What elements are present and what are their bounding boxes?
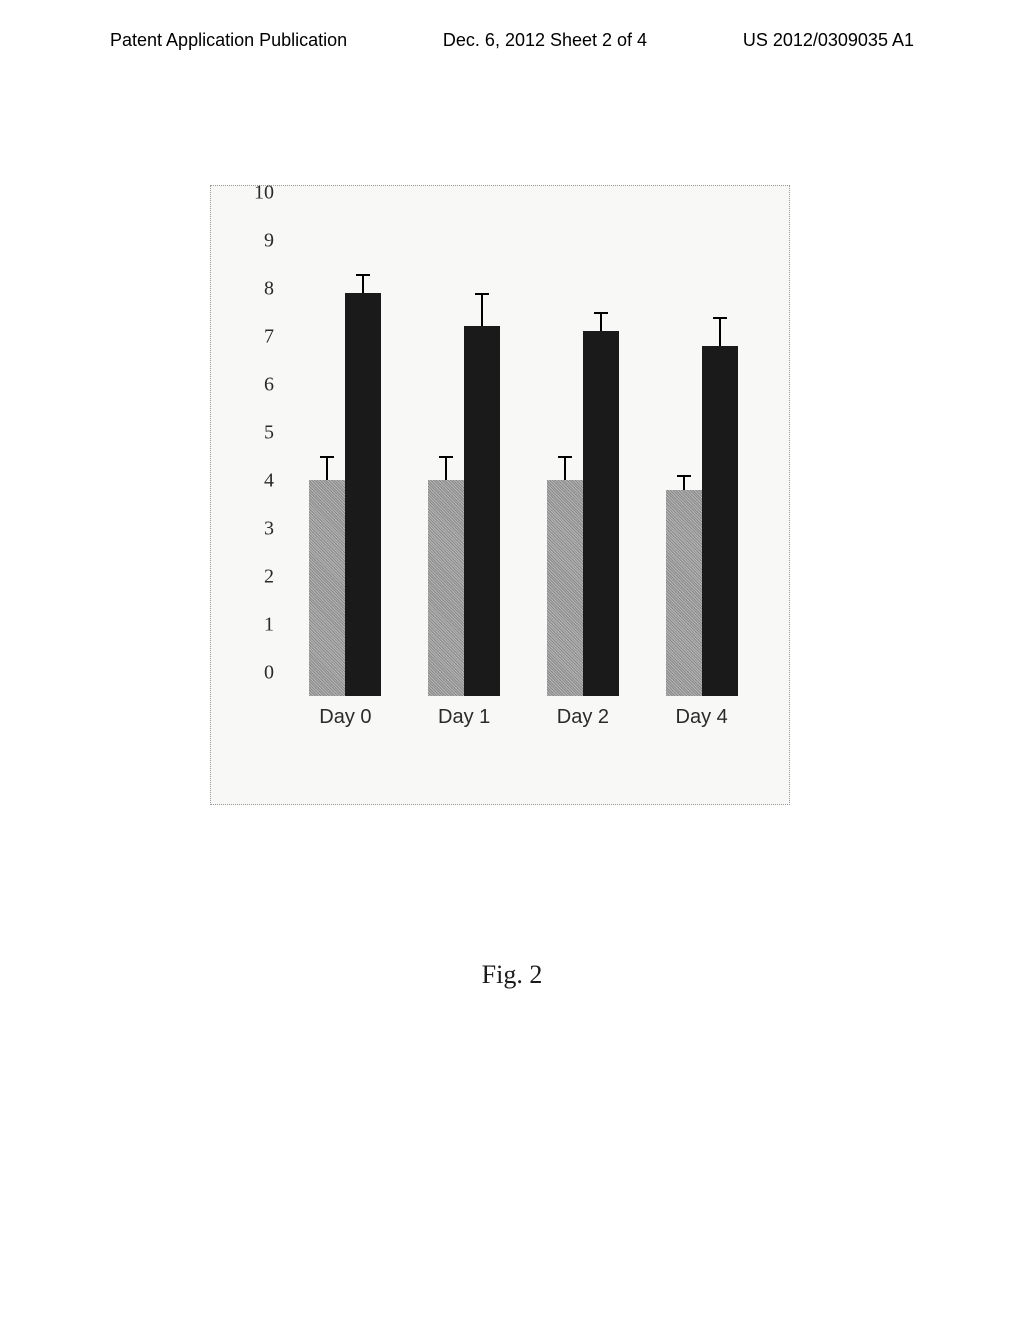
- y-tick-label: 9: [264, 230, 274, 253]
- error-cap: [356, 274, 370, 276]
- bar-series-b: [345, 293, 381, 696]
- bar-series-a: [428, 480, 464, 696]
- x-tick-label: Day 1: [438, 706, 490, 729]
- error-bar: [362, 274, 364, 293]
- bar-group: [666, 346, 738, 696]
- y-tick-label: 1: [264, 614, 274, 637]
- error-cap: [558, 456, 572, 458]
- page-header: Patent Application Publication Dec. 6, 2…: [0, 0, 1024, 51]
- error-bar: [481, 293, 483, 327]
- error-bar: [600, 312, 602, 331]
- x-tick-label: Day 4: [676, 706, 728, 729]
- error-cap: [439, 456, 453, 458]
- bar-group: [547, 331, 619, 696]
- y-tick-label: 5: [264, 422, 274, 445]
- x-tick-label: Day 0: [319, 706, 371, 729]
- error-bar: [564, 456, 566, 480]
- y-tick-label: 8: [264, 278, 274, 301]
- bars-row: [286, 216, 761, 696]
- plot-area: 012345678910: [286, 216, 761, 696]
- bar-series-b: [702, 346, 738, 696]
- y-tick-label: 0: [264, 662, 274, 685]
- error-bar: [326, 456, 328, 480]
- error-cap: [320, 456, 334, 458]
- header-center: Dec. 6, 2012 Sheet 2 of 4: [443, 30, 647, 51]
- y-tick-label: 3: [264, 518, 274, 541]
- bar-series-a: [666, 490, 702, 696]
- error-bar: [445, 456, 447, 480]
- y-tick-label: 10: [254, 182, 274, 205]
- y-tick-label: 6: [264, 374, 274, 397]
- header-right: US 2012/0309035 A1: [743, 30, 914, 51]
- bar-chart: 012345678910 Day 0Day 1Day 2Day 4: [210, 185, 790, 805]
- error-cap: [713, 317, 727, 319]
- header-left: Patent Application Publication: [110, 30, 347, 51]
- x-axis-labels: Day 0 Day 1 Day 2 Day 4: [286, 706, 761, 729]
- error-bar: [719, 317, 721, 346]
- error-cap: [475, 293, 489, 295]
- bar-series-a: [547, 480, 583, 696]
- bar-series-b: [583, 331, 619, 696]
- error-cap: [594, 312, 608, 314]
- error-bar: [683, 475, 685, 489]
- bar-series-b: [464, 326, 500, 696]
- bar-group: [309, 293, 381, 696]
- error-cap: [677, 475, 691, 477]
- x-tick-label: Day 2: [557, 706, 609, 729]
- bar-group: [428, 326, 500, 696]
- y-tick-label: 7: [264, 326, 274, 349]
- y-tick-label: 2: [264, 566, 274, 589]
- y-tick-label: 4: [264, 470, 274, 493]
- figure-label: Fig. 2: [0, 960, 1024, 990]
- bar-series-a: [309, 480, 345, 696]
